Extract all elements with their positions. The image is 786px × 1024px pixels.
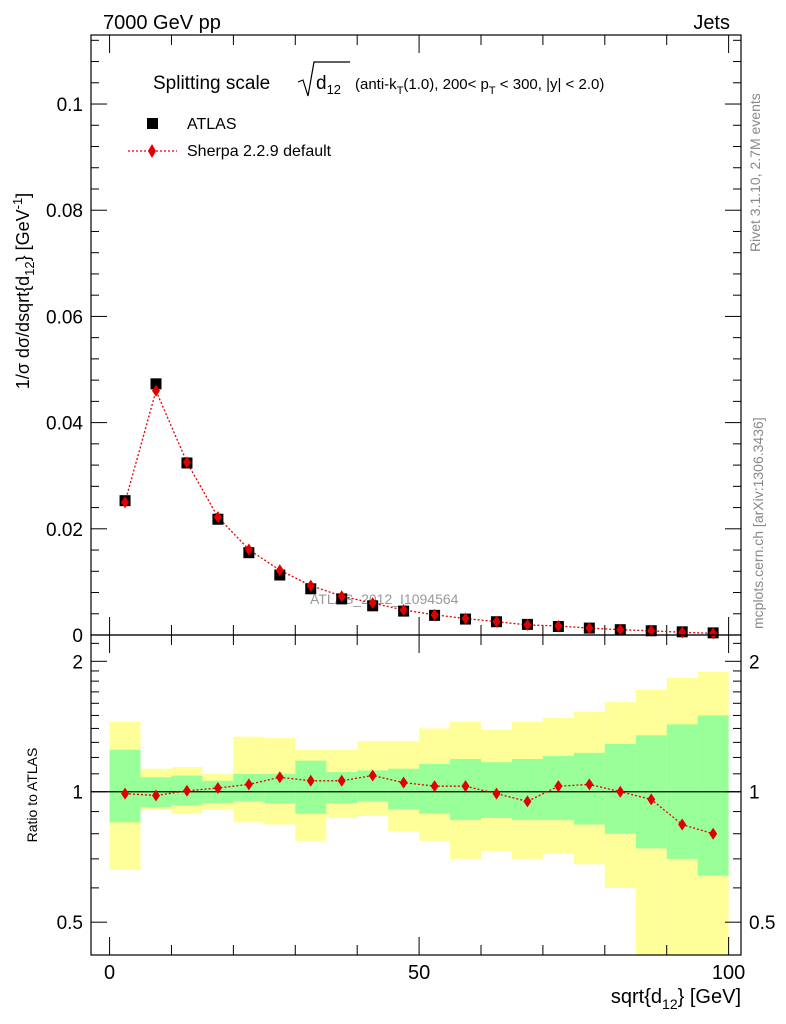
ratio-data-points	[121, 769, 718, 840]
atlas-point	[150, 378, 162, 390]
sherpa-point	[368, 597, 377, 610]
ratio-sherpa-point	[121, 787, 130, 800]
stat-uncertainty-band	[109, 749, 141, 823]
sherpa-point	[430, 608, 439, 621]
legend-atlas-label: ATLAS	[187, 116, 237, 133]
sherpa-point	[647, 624, 656, 637]
sherpa-point	[306, 579, 315, 592]
y-tick-label: 0	[72, 626, 83, 647]
legend-sherpa-label: Sherpa 2.2.9 default	[187, 143, 332, 160]
main-axis-ticks: 0 0.02 0.04 0.06 0.08 0.1	[46, 35, 741, 647]
sqrt-sign	[297, 61, 350, 97]
ratio-sherpa-point	[585, 778, 594, 791]
sherpa-point	[554, 619, 563, 632]
ratio-sherpa-point	[182, 784, 191, 797]
sherpa-point	[461, 612, 470, 625]
ratio-sherpa-line	[124, 774, 714, 835]
process-label: Jets	[693, 12, 730, 34]
ratio-y-tick-label-right: 1	[749, 783, 760, 804]
ratio-uncertainty-bands	[109, 671, 729, 955]
ratio-axis-ticks: 0.5 0.5 1 1 2 2 0 50 100	[57, 635, 775, 984]
y-tick-label: 0.08	[46, 201, 83, 222]
sherpa-point	[492, 615, 501, 628]
mcplots-label: mcplots.cern.ch [arXiv:1306.3436]	[750, 417, 766, 629]
ratio-sherpa-point	[492, 787, 501, 800]
ratio-y-tick-label: 2	[72, 652, 83, 673]
stat-uncertainty-band	[388, 768, 420, 810]
sherpa-point	[616, 623, 625, 636]
stat-uncertainty-band	[511, 759, 543, 821]
rivet-label: Rivet 3.1.10, 2.7M events	[747, 93, 763, 252]
ratio-sherpa-point	[152, 789, 160, 802]
ratio-y-tick-label: 1	[72, 783, 83, 804]
chart-title: Splitting scale	[153, 73, 270, 94]
x-tick-label: 100	[712, 962, 745, 984]
x-tick-label: 0	[104, 962, 115, 984]
sherpa-point	[275, 564, 284, 577]
main-y-axis-label: 1/σ dσ/dsqrt{d12} [GeV-1]	[10, 193, 37, 389]
y-tick-label: 0.04	[46, 414, 83, 435]
ratio-sherpa-point	[306, 774, 315, 787]
ratio-sherpa-point	[554, 780, 563, 793]
stat-uncertainty-band	[295, 760, 327, 814]
y-tick-label: 0.06	[46, 307, 83, 328]
ratio-frame	[90, 634, 742, 956]
sherpa-point	[182, 456, 191, 469]
legend-atlas-marker	[147, 118, 158, 129]
energy-label: 7000 GeV pp	[103, 12, 221, 34]
ratio-sherpa-point	[244, 778, 253, 791]
ratio-sherpa-point	[461, 780, 470, 793]
ratio-sherpa-point	[430, 780, 439, 793]
title-sqrt-d: d12	[316, 73, 341, 97]
main-plot-panel: ATLAS_2012_I1094564 00.020.040.060.080.1…	[10, 34, 742, 647]
x-tick-label: 50	[408, 962, 430, 984]
ratio-sherpa-point	[275, 771, 284, 784]
y-tick-label: 0.1	[57, 95, 83, 116]
x-axis-label: sqrt{d12} [GeV]	[611, 986, 741, 1012]
legend-sherpa-marker	[148, 144, 156, 158]
sherpa-point	[523, 618, 532, 631]
ratio-sherpa-point	[213, 782, 222, 795]
ratio-y-axis-label: Ratio to ATLAS	[24, 748, 40, 843]
sherpa-point	[337, 590, 346, 603]
ratio-plot-panel: 0.5 0.5 1 1 2 2 0 50 100 Ratio to ATLAS sqrt{d12…	[24, 634, 775, 1012]
ratio-sherpa-point	[399, 776, 408, 789]
ratio-sherpa-point	[678, 818, 687, 831]
ratio-y-tick-label-right: 0.5	[749, 913, 775, 934]
ratio-sherpa-point	[523, 795, 532, 808]
title-condition: (anti-kT(1.0), 200< pT < 300, |y| < 2.0)	[355, 76, 604, 97]
ratio-sherpa-point	[337, 774, 346, 787]
ratio-sherpa-point	[647, 793, 656, 806]
sherpa-point	[213, 511, 222, 524]
ratio-sherpa-point	[709, 827, 718, 840]
stat-uncertainty-band	[697, 715, 729, 876]
sherpa-point	[399, 604, 408, 617]
ratio-y-tick-label: 0.5	[57, 913, 83, 934]
sherpa-point	[709, 627, 718, 640]
sherpa-point	[121, 496, 130, 509]
sherpa-point	[152, 384, 160, 397]
sherpa-point	[244, 543, 253, 556]
sherpa-point	[585, 622, 594, 635]
y-tick-label: 0.02	[46, 520, 83, 541]
ratio-sherpa-point	[616, 785, 625, 798]
ratio-sherpa-point	[368, 769, 377, 782]
main-data-points	[119, 378, 719, 640]
ratio-y-tick-label-right: 2	[749, 652, 760, 673]
